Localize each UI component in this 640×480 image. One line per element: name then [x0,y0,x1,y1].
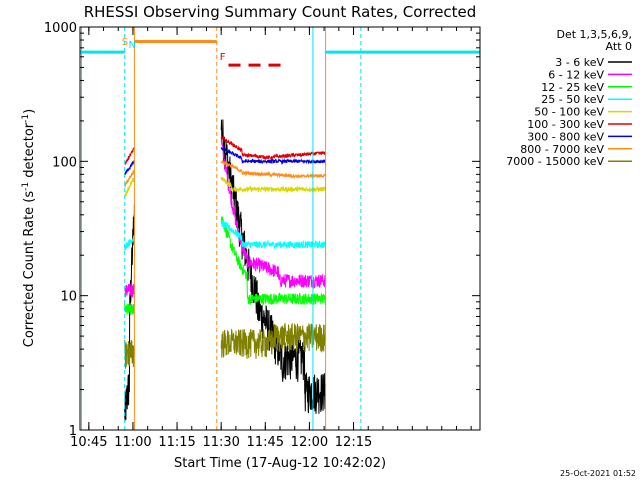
x-tick-label: 12:00 [291,435,328,450]
series-line-5 [124,135,327,166]
series-line-3 [124,219,327,251]
axes: 10:45 11:00 11:15 11:30 11:45 12:00 12:15 1 10 10… [44,21,480,450]
series-line-0 [124,119,327,422]
y-tick-label: 1000 [44,21,77,36]
y-label-sup1: -1 [21,182,31,191]
chart-title: RHESSI Observing Summary Count Rates, Co… [84,3,477,21]
plot-border [79,26,481,431]
series-line-4 [124,176,327,198]
legend-label: 7000 - 15000 keV [506,155,604,168]
x-tick-label: 11:45 [247,435,284,450]
series-line-2 [124,216,326,315]
series-line-6 [124,147,327,175]
legend-label: 800 - 7000 keV [520,143,604,156]
x-tick-label: 11:30 [202,435,239,450]
legend-label: 12 - 25 keV [541,81,604,94]
y-label-mid: detector [22,122,37,182]
y-label-sup2: -1 [21,114,31,123]
data-layer [124,119,327,422]
night-label: N [129,40,136,51]
legend-header: Att 0 [606,40,632,53]
y-label-end: ) [22,109,37,114]
footer-date: 25-Oct-2021 01:52 [560,469,636,478]
series-line-8 [124,323,327,369]
y-tick-label: 100 [52,155,77,170]
legend-label: 6 - 12 keV [548,68,604,81]
x-axis-label: Start Time (17-Aug-12 10:42:02) [174,456,386,471]
plot-frame: S N F [79,26,481,431]
y-tick-label: 10 [60,290,77,305]
legend-label: 100 - 300 keV [527,118,604,131]
series-line-7 [124,160,327,188]
x-tick-label: 11:15 [158,435,195,450]
legend-label: 50 - 100 keV [534,106,604,119]
legend-label: 3 - 6 keV [555,56,604,69]
legend-label: 300 - 800 keV [527,130,604,143]
flare-label: F [220,52,226,63]
y-label-main: Corrected Count Rate (s [22,191,37,348]
x-tick-label: 10:45 [70,435,107,450]
y-tick-label: 1 [69,424,77,439]
x-tick-label: 12:15 [335,435,372,450]
y-axis-label: Corrected Count Rate (s-1 detector-1) [21,109,37,347]
x-tick-label: 11:00 [114,435,151,450]
legend-header: Det 1,3,5,6,9, [556,28,632,41]
saa-label: S [122,37,128,48]
legend-label: 25 - 50 keV [541,93,604,106]
